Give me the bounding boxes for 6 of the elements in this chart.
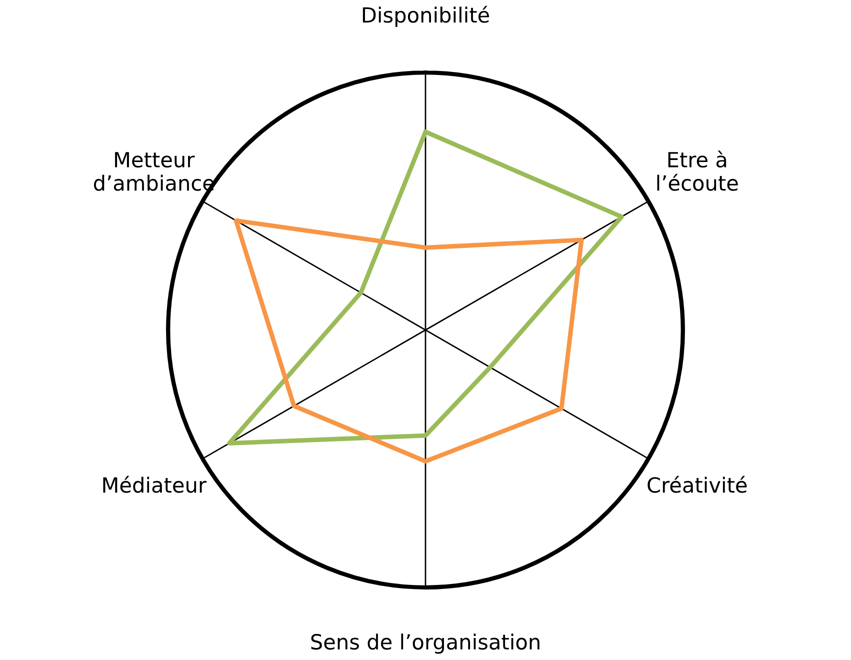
spoke-label: Sens de l’organisation (311, 634, 540, 654)
spoke-label: Disponibilité (362, 6, 489, 27)
spoke-label: Etre à l’écoute (657, 150, 738, 191)
spoke-label: Médiateur (103, 476, 207, 493)
spoke-label: Metteur d’ambiance (94, 152, 214, 191)
spoke-label: Créativité (648, 476, 747, 493)
